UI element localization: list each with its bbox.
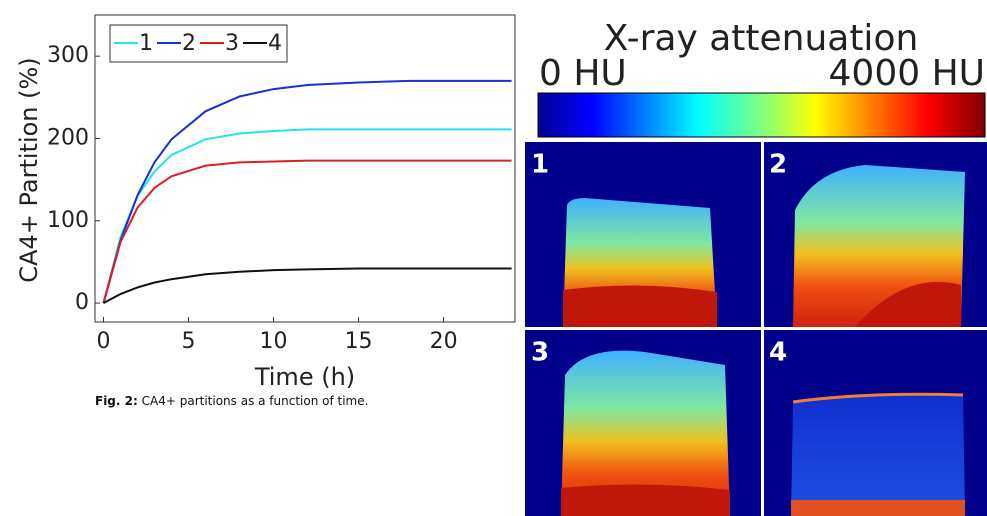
y-axis-label: CA4+ Partition (%)	[15, 57, 43, 282]
panel-label: 1	[531, 150, 549, 180]
x-axis-label: Time (h)	[254, 363, 355, 391]
legend-label: 2	[182, 31, 196, 56]
bone	[563, 285, 717, 327]
caption-text: CA4+ partitions as a function of time.	[141, 394, 369, 408]
line	[102, 159, 512, 304]
x-tick-label: 10	[260, 329, 288, 354]
y-tick-label: 300	[47, 43, 89, 68]
panel-label: 4	[769, 338, 787, 368]
bone	[561, 484, 730, 516]
x-tick-label: 0	[97, 329, 111, 354]
sample	[791, 394, 965, 516]
line	[102, 79, 512, 304]
colorbar-min: 0 HU	[539, 53, 627, 94]
legend-label: 4	[268, 31, 282, 56]
colorbar-max: 4000 HU	[829, 53, 985, 94]
caption: Fig. 2: CA4+ partitions as a function of…	[95, 394, 368, 408]
line	[102, 128, 512, 304]
legend-label: 1	[139, 31, 153, 56]
panel-label: 2	[769, 150, 787, 180]
colorbar-title: X-ray attenuation	[604, 18, 919, 59]
plot-frame	[94, 14, 516, 323]
colorbar	[537, 92, 986, 138]
line	[103, 267, 512, 304]
image-panel: X-ray attenuation 0 HU 4000 HU 1 2 3 4	[525, 18, 987, 516]
bone	[791, 500, 965, 516]
sample	[561, 350, 730, 516]
legend-label: 3	[225, 31, 239, 56]
x-tick-label: 5	[182, 329, 196, 354]
y-tick-label: 100	[47, 208, 89, 233]
x-tick-label: 20	[430, 329, 458, 354]
caption-label: Fig. 2:	[95, 394, 138, 408]
chart: CA4+ Partition (%) Time (h) 0 5 10 15 200100…	[15, 14, 516, 391]
panel-label: 3	[531, 338, 549, 368]
bone	[855, 281, 961, 327]
y-tick-label: 200	[47, 125, 89, 150]
y-tick-label: 0	[75, 290, 89, 315]
x-tick-label: 15	[345, 329, 373, 354]
surface	[792, 392, 964, 404]
